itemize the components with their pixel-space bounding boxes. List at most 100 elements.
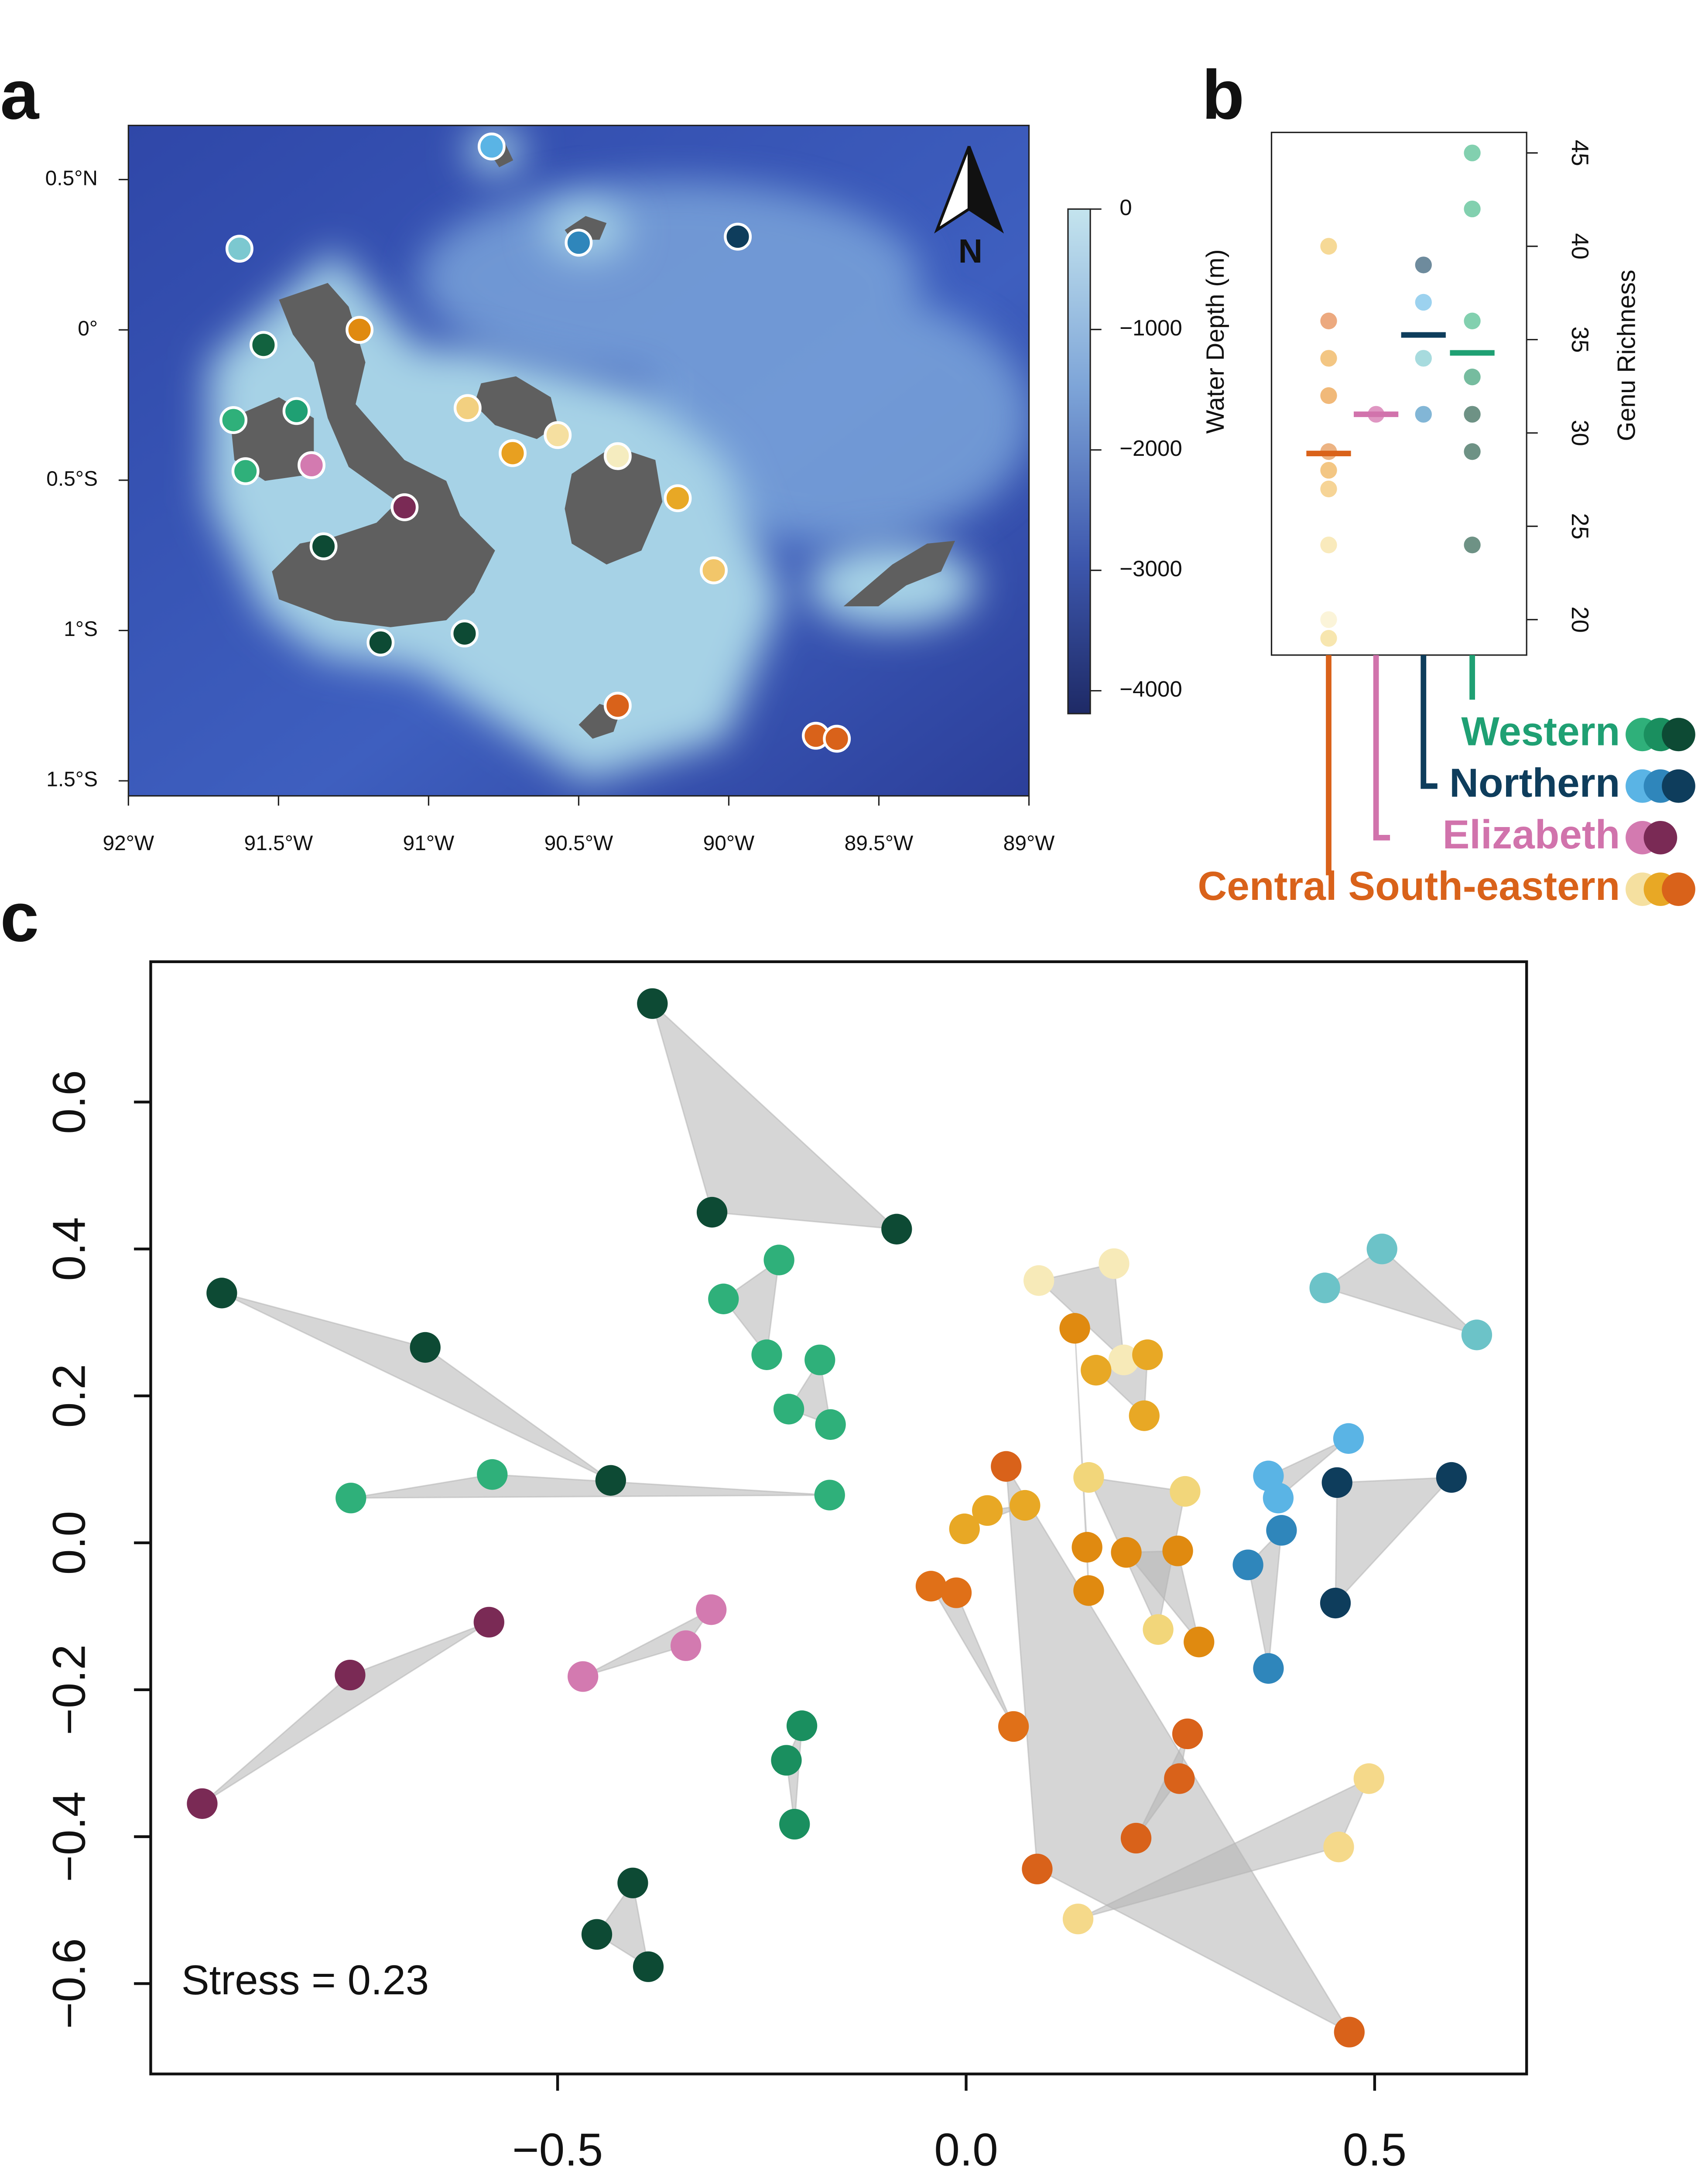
sample-point <box>335 1659 366 1691</box>
colorbar-tick-label: 0 <box>1119 195 1132 220</box>
sample-point <box>1111 1537 1142 1568</box>
x-tick-label: 90°W <box>703 832 755 855</box>
hull <box>651 1001 899 1230</box>
legend-label: Central South-eastern <box>1198 863 1620 909</box>
y-tick-label: −0.4 <box>44 1791 95 1882</box>
sample-point <box>771 1745 802 1776</box>
site-point <box>346 316 374 344</box>
site-point <box>823 725 851 753</box>
dot <box>1320 537 1337 554</box>
sample-point <box>881 1214 912 1244</box>
sample-point <box>568 1661 599 1692</box>
plot-frame <box>1270 131 1527 656</box>
sample-point <box>473 1607 504 1637</box>
north-label: N <box>958 233 982 270</box>
legend-swatch <box>1662 718 1695 752</box>
colorbar-tick-label: −3000 <box>1119 556 1182 581</box>
y-tick-label: 1.5°S <box>46 768 98 791</box>
y-tick-label: 45 <box>1567 140 1593 166</box>
dot <box>1320 238 1337 255</box>
sample-point <box>1320 1587 1351 1619</box>
sample-point <box>1073 1575 1104 1606</box>
colorbar-title: Water Depth (m) <box>1201 249 1229 434</box>
sample-point <box>1162 1535 1193 1566</box>
sample-point <box>1321 1467 1352 1498</box>
site-point <box>366 629 395 656</box>
site-point <box>603 442 632 470</box>
x-tick-label: 0.5 <box>1343 2125 1407 2176</box>
y-tick-label: 0.4 <box>44 1217 95 1281</box>
annotation: Stress = 0.23 <box>181 1957 429 2003</box>
legend-swatch <box>1662 769 1695 803</box>
x-tick-label: 89°W <box>1003 832 1055 855</box>
sample-point <box>1132 1339 1163 1370</box>
sample-point <box>991 1451 1022 1482</box>
dot <box>1320 350 1337 367</box>
y-tick-label: 1°S <box>64 618 98 641</box>
north-arrow <box>934 146 1004 234</box>
x-tick-label: 91.5°W <box>244 832 313 855</box>
sample-point <box>1353 1763 1384 1794</box>
site-point <box>603 691 632 720</box>
sample-point <box>206 1278 237 1309</box>
sample-point <box>779 1808 810 1840</box>
hull <box>722 1258 780 1357</box>
site-point <box>453 394 482 422</box>
site-point <box>544 421 572 449</box>
sample-point <box>1071 1531 1102 1563</box>
x-tick-label: 0.0 <box>934 2125 998 2176</box>
y-tick-label: 0.5°N <box>45 167 98 190</box>
colorbar <box>1067 208 1091 714</box>
sample-point <box>1108 1344 1140 1375</box>
sample-point <box>696 1196 728 1228</box>
sample-point <box>1366 1234 1397 1265</box>
sample-point <box>1073 1462 1104 1493</box>
sample-point <box>1059 1313 1090 1344</box>
hull <box>1078 1777 1371 1920</box>
hull <box>1323 1248 1478 1336</box>
sample-point <box>1436 1462 1467 1493</box>
points <box>187 988 1492 2048</box>
y-tick-label: 25 <box>1567 513 1593 539</box>
sample-point <box>637 988 668 1019</box>
dot <box>1464 312 1481 329</box>
sample-point <box>335 1483 366 1514</box>
site-point <box>282 397 311 425</box>
sample-point <box>1143 1614 1174 1645</box>
legend-swatch <box>1662 872 1695 906</box>
x-tick-label: 90.5°W <box>544 832 613 855</box>
sample-point <box>1263 1483 1294 1514</box>
x-tick-label: −0.5 <box>512 2125 603 2176</box>
sample-point <box>1461 1320 1492 1350</box>
site-point <box>700 556 728 585</box>
sample-point <box>696 1594 727 1625</box>
y-tick-label: −0.2 <box>44 1644 95 1735</box>
site-point <box>309 532 338 561</box>
sample-point <box>410 1332 441 1363</box>
sample-point <box>1081 1355 1112 1386</box>
sample-point <box>187 1788 218 1819</box>
hull <box>1135 1733 1188 1839</box>
site-point <box>451 619 479 648</box>
dot <box>1320 630 1337 647</box>
dot <box>1415 294 1432 311</box>
sample-point <box>786 1710 818 1741</box>
dot <box>1320 611 1337 628</box>
y-tick-label: 0.5°S <box>46 468 98 491</box>
site-point <box>477 132 506 161</box>
hull <box>351 1473 830 1499</box>
y-tick-label: −0.6 <box>44 1938 95 2029</box>
dot <box>1464 200 1481 218</box>
hull <box>582 1609 712 1678</box>
y-tick-label: 20 <box>1567 606 1593 632</box>
site-point <box>250 331 277 359</box>
sample-point <box>941 1577 972 1608</box>
legend-swatch <box>1643 821 1677 855</box>
sample-point <box>949 1513 980 1545</box>
dot <box>1464 537 1481 554</box>
hull <box>202 1621 489 1805</box>
sample-point <box>1023 1265 1054 1296</box>
y-tick-label: 0° <box>78 317 98 340</box>
sample-point <box>814 1480 845 1511</box>
